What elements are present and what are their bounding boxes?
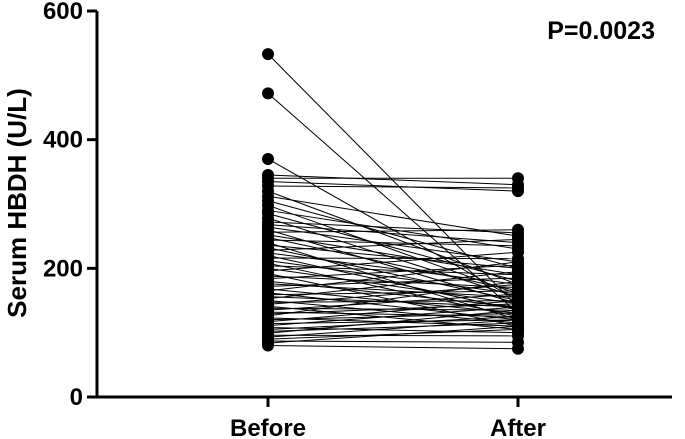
pair-line <box>267 309 519 334</box>
y-tick-label: 200 <box>43 255 83 282</box>
pair-line <box>267 325 519 344</box>
pair-line <box>267 238 519 251</box>
pair-line <box>267 300 519 323</box>
point-before <box>262 339 274 352</box>
point-after <box>512 265 524 278</box>
pair-line <box>267 257 519 260</box>
pair-line <box>267 280 519 317</box>
pair-line <box>267 311 519 318</box>
pair-line <box>267 234 519 276</box>
pair-line <box>267 224 519 244</box>
pair-line <box>267 242 519 321</box>
pair-line <box>267 213 519 282</box>
pair-line <box>267 195 519 237</box>
pair-line <box>267 345 519 350</box>
pair-line <box>267 322 519 332</box>
pair-line <box>267 267 519 305</box>
pair-line <box>267 251 519 272</box>
y-tick-label: 600 <box>43 0 83 25</box>
data-points <box>262 48 524 355</box>
pair-lines <box>267 53 519 350</box>
point-after <box>512 255 524 268</box>
x-ticks: Before After <box>230 397 546 439</box>
point-after <box>512 304 524 317</box>
pair-line <box>267 229 519 233</box>
pair-line <box>267 262 519 318</box>
point-before <box>262 87 274 100</box>
x-tick-label-after: After <box>490 415 546 439</box>
pair-line <box>267 277 519 287</box>
pair-line <box>267 236 519 292</box>
y-axis-title: Serum HBDH (U/L) <box>2 88 32 318</box>
pair-line <box>267 260 519 295</box>
pair-line <box>267 316 519 330</box>
point-after <box>512 342 524 355</box>
point-after <box>512 233 524 246</box>
pair-line <box>267 283 519 305</box>
point-before <box>262 48 274 61</box>
point-after <box>512 172 524 185</box>
pair-line <box>267 272 519 327</box>
pair-line <box>267 180 519 192</box>
y-tick-label: 400 <box>43 127 83 154</box>
pair-line <box>267 217 519 298</box>
pair-line <box>267 293 519 311</box>
pair-line <box>267 185 519 189</box>
point-after <box>512 275 524 288</box>
pair-line <box>267 271 519 300</box>
pair-line <box>267 264 519 280</box>
pair-line <box>267 265 519 276</box>
p-value-annotation: P=0.0023 <box>547 17 655 45</box>
pair-line <box>267 190 519 285</box>
point-after <box>512 223 524 236</box>
pair-line <box>267 340 519 343</box>
pair-line <box>267 303 519 315</box>
pair-line <box>267 261 519 292</box>
pair-line <box>267 292 519 321</box>
pair-line <box>267 174 519 186</box>
point-after <box>512 246 524 259</box>
pair-line <box>267 300 519 324</box>
x-tick-label-before: Before <box>230 415 306 439</box>
pair-line <box>267 239 519 247</box>
point-after <box>512 181 524 194</box>
y-tick-label: 0 <box>70 384 83 411</box>
pair-line <box>267 200 519 269</box>
pair-line <box>267 221 519 234</box>
pair-line <box>267 244 519 269</box>
pair-line <box>267 209 519 250</box>
pair-line <box>267 334 519 337</box>
pair-line <box>267 327 519 334</box>
point-before <box>262 152 274 165</box>
y-ticks: 0 200 400 600 <box>43 0 97 411</box>
point-after <box>512 320 524 333</box>
pair-line <box>267 319 519 338</box>
pair-line <box>267 300 519 303</box>
axes <box>95 11 672 399</box>
pair-line <box>267 306 519 327</box>
